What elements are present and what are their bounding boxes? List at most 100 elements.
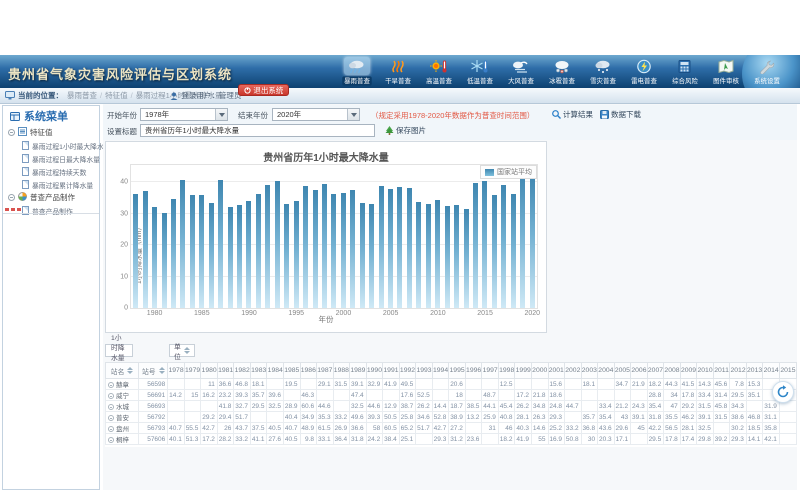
bar-2020[interactable] — [530, 174, 535, 308]
col-year[interactable]: 2010 — [697, 363, 714, 379]
col-year[interactable]: 1995 — [449, 363, 466, 379]
bar-1994[interactable] — [284, 204, 289, 308]
bar-1995[interactable] — [294, 201, 299, 308]
nav-item-settings[interactable]: 系统设置 — [746, 56, 787, 87]
sidebar-item[interactable]: 暴雨过程日最大降水量 — [8, 152, 99, 165]
sidebar-item[interactable]: 暴雨过程持续天数 — [8, 165, 99, 178]
col-year[interactable]: 1981 — [217, 363, 234, 379]
bar-2006[interactable] — [397, 187, 402, 308]
row-expand-icon[interactable] — [108, 415, 114, 421]
col-year[interactable]: 1999 — [515, 363, 532, 379]
col-year[interactable]: 1993 — [416, 363, 433, 379]
bar-2019[interactable] — [520, 171, 525, 308]
table-row[interactable]: 水城5669341.832.729.532.528.960.644.632.54… — [106, 401, 797, 412]
bar-1989[interactable] — [237, 205, 242, 308]
breadcrumb-item[interactable]: 暴雨普查 — [67, 91, 97, 100]
bar-1983[interactable] — [180, 180, 185, 308]
col-year[interactable]: 1980 — [201, 363, 218, 379]
bar-1979[interactable] — [143, 191, 148, 308]
col-year[interactable]: 2009 — [680, 363, 697, 379]
col-year[interactable]: 2002 — [565, 363, 582, 379]
bar-1990[interactable] — [246, 201, 251, 308]
bar-1978[interactable] — [133, 194, 138, 308]
bar-1985[interactable] — [199, 195, 204, 308]
unit-sort-control[interactable]: 单位 — [169, 344, 195, 357]
nav-item-drought[interactable]: 干旱普查 — [377, 56, 418, 87]
sidebar-item[interactable]: 暴雨过程1小时最大降水量 — [8, 139, 99, 152]
bar-2015[interactable] — [482, 181, 487, 308]
bar-1997[interactable] — [313, 190, 318, 308]
col-year[interactable]: 2013 — [746, 363, 763, 379]
nav-item-rainstorm[interactable]: 暴雨普查 — [336, 56, 377, 87]
bar-1999[interactable] — [331, 194, 336, 308]
bar-1980[interactable] — [152, 207, 157, 308]
col-year[interactable]: 2008 — [664, 363, 681, 379]
col-year[interactable]: 2007 — [647, 363, 664, 379]
bar-2014[interactable] — [473, 183, 478, 308]
bar-2016[interactable] — [492, 195, 497, 308]
bar-2012[interactable] — [454, 205, 459, 308]
collapse-icon[interactable] — [8, 129, 15, 136]
col-year[interactable]: 2012 — [730, 363, 747, 379]
col-year[interactable]: 2015 — [779, 363, 796, 379]
bar-1993[interactable] — [275, 181, 280, 308]
nav-item-lightning[interactable]: 雷电普查 — [623, 56, 664, 87]
col-year[interactable]: 1991 — [383, 363, 400, 379]
row-expand-icon[interactable] — [108, 393, 114, 399]
splitter-handle[interactable] — [5, 208, 21, 211]
col-id[interactable]: 站号 — [139, 363, 168, 379]
chart-legend[interactable]: 国家站平均 — [480, 165, 537, 179]
col-year[interactable]: 1994 — [432, 363, 449, 379]
bar-1998[interactable] — [322, 184, 327, 308]
nav-item-lowtemp[interactable]: 低温普查 — [459, 56, 500, 87]
col-station[interactable]: 站名 — [106, 363, 139, 379]
col-year[interactable]: 1987 — [317, 363, 334, 379]
bar-1982[interactable] — [171, 199, 176, 308]
table-row[interactable]: 威宁5669114.21516.223.239.335.739.646.347.… — [106, 390, 797, 401]
sidebar-group[interactable]: 特征值 — [8, 126, 99, 139]
col-year[interactable]: 1978 — [168, 363, 185, 379]
table-row[interactable]: 桐梓5760640.151.317.228.233.241.127.640.59… — [106, 434, 797, 445]
col-year[interactable]: 1985 — [284, 363, 301, 379]
save-image-button[interactable]: 保存图片 — [385, 125, 426, 136]
bar-2004[interactable] — [379, 186, 384, 308]
col-year[interactable]: 1988 — [333, 363, 350, 379]
bar-1996[interactable] — [303, 186, 308, 308]
col-year[interactable]: 2005 — [614, 363, 631, 379]
col-year[interactable]: 2011 — [713, 363, 729, 379]
row-expand-icon[interactable] — [108, 437, 114, 443]
bar-1984[interactable] — [190, 195, 195, 308]
row-expand-icon[interactable] — [108, 404, 114, 410]
sidebar-item[interactable]: 暴雨过程累计降水量 — [8, 178, 99, 191]
col-year[interactable]: 1998 — [498, 363, 515, 379]
row-expand-icon[interactable] — [108, 382, 114, 388]
bar-1987[interactable] — [218, 180, 223, 308]
end-year-select[interactable]: 2020年 — [272, 108, 360, 121]
bar-2002[interactable] — [360, 203, 365, 308]
sidebar-item[interactable]: 普查产品制作 — [8, 204, 99, 217]
sidebar-splitter[interactable] — [3, 213, 99, 214]
bar-2000[interactable] — [341, 193, 346, 308]
nav-item-hail[interactable]: 冰雹普查 — [541, 56, 582, 87]
bar-2017[interactable] — [501, 185, 506, 308]
bar-2007[interactable] — [407, 188, 412, 308]
col-year[interactable]: 1979 — [184, 363, 201, 379]
bar-2008[interactable] — [416, 202, 421, 308]
start-year-select[interactable]: 1978年 — [140, 108, 228, 121]
col-year[interactable]: 1992 — [399, 363, 416, 379]
nav-item-snow[interactable]: 雪灾普查 — [582, 56, 623, 87]
bar-1981[interactable] — [162, 213, 167, 308]
col-year[interactable]: 2000 — [531, 363, 548, 379]
nav-item-mapreview[interactable]: 图件审核 — [705, 56, 746, 87]
table-row[interactable]: 盘州5679340.755.542.72643.737.540.540.748.… — [106, 423, 797, 434]
col-year[interactable]: 2006 — [631, 363, 648, 379]
col-year[interactable]: 2004 — [598, 363, 615, 379]
breadcrumb-item[interactable]: 特征值 — [105, 91, 128, 100]
col-year[interactable]: 1982 — [234, 363, 251, 379]
nav-item-wind[interactable]: 大风普查 — [500, 56, 541, 87]
col-year[interactable]: 1997 — [482, 363, 499, 379]
col-year[interactable]: 1986 — [300, 363, 317, 379]
nav-item-risk[interactable]: 综合风险 — [664, 56, 705, 87]
nav-item-hightemp[interactable]: 高温普查 — [418, 56, 459, 87]
collapse-icon[interactable] — [8, 194, 15, 201]
